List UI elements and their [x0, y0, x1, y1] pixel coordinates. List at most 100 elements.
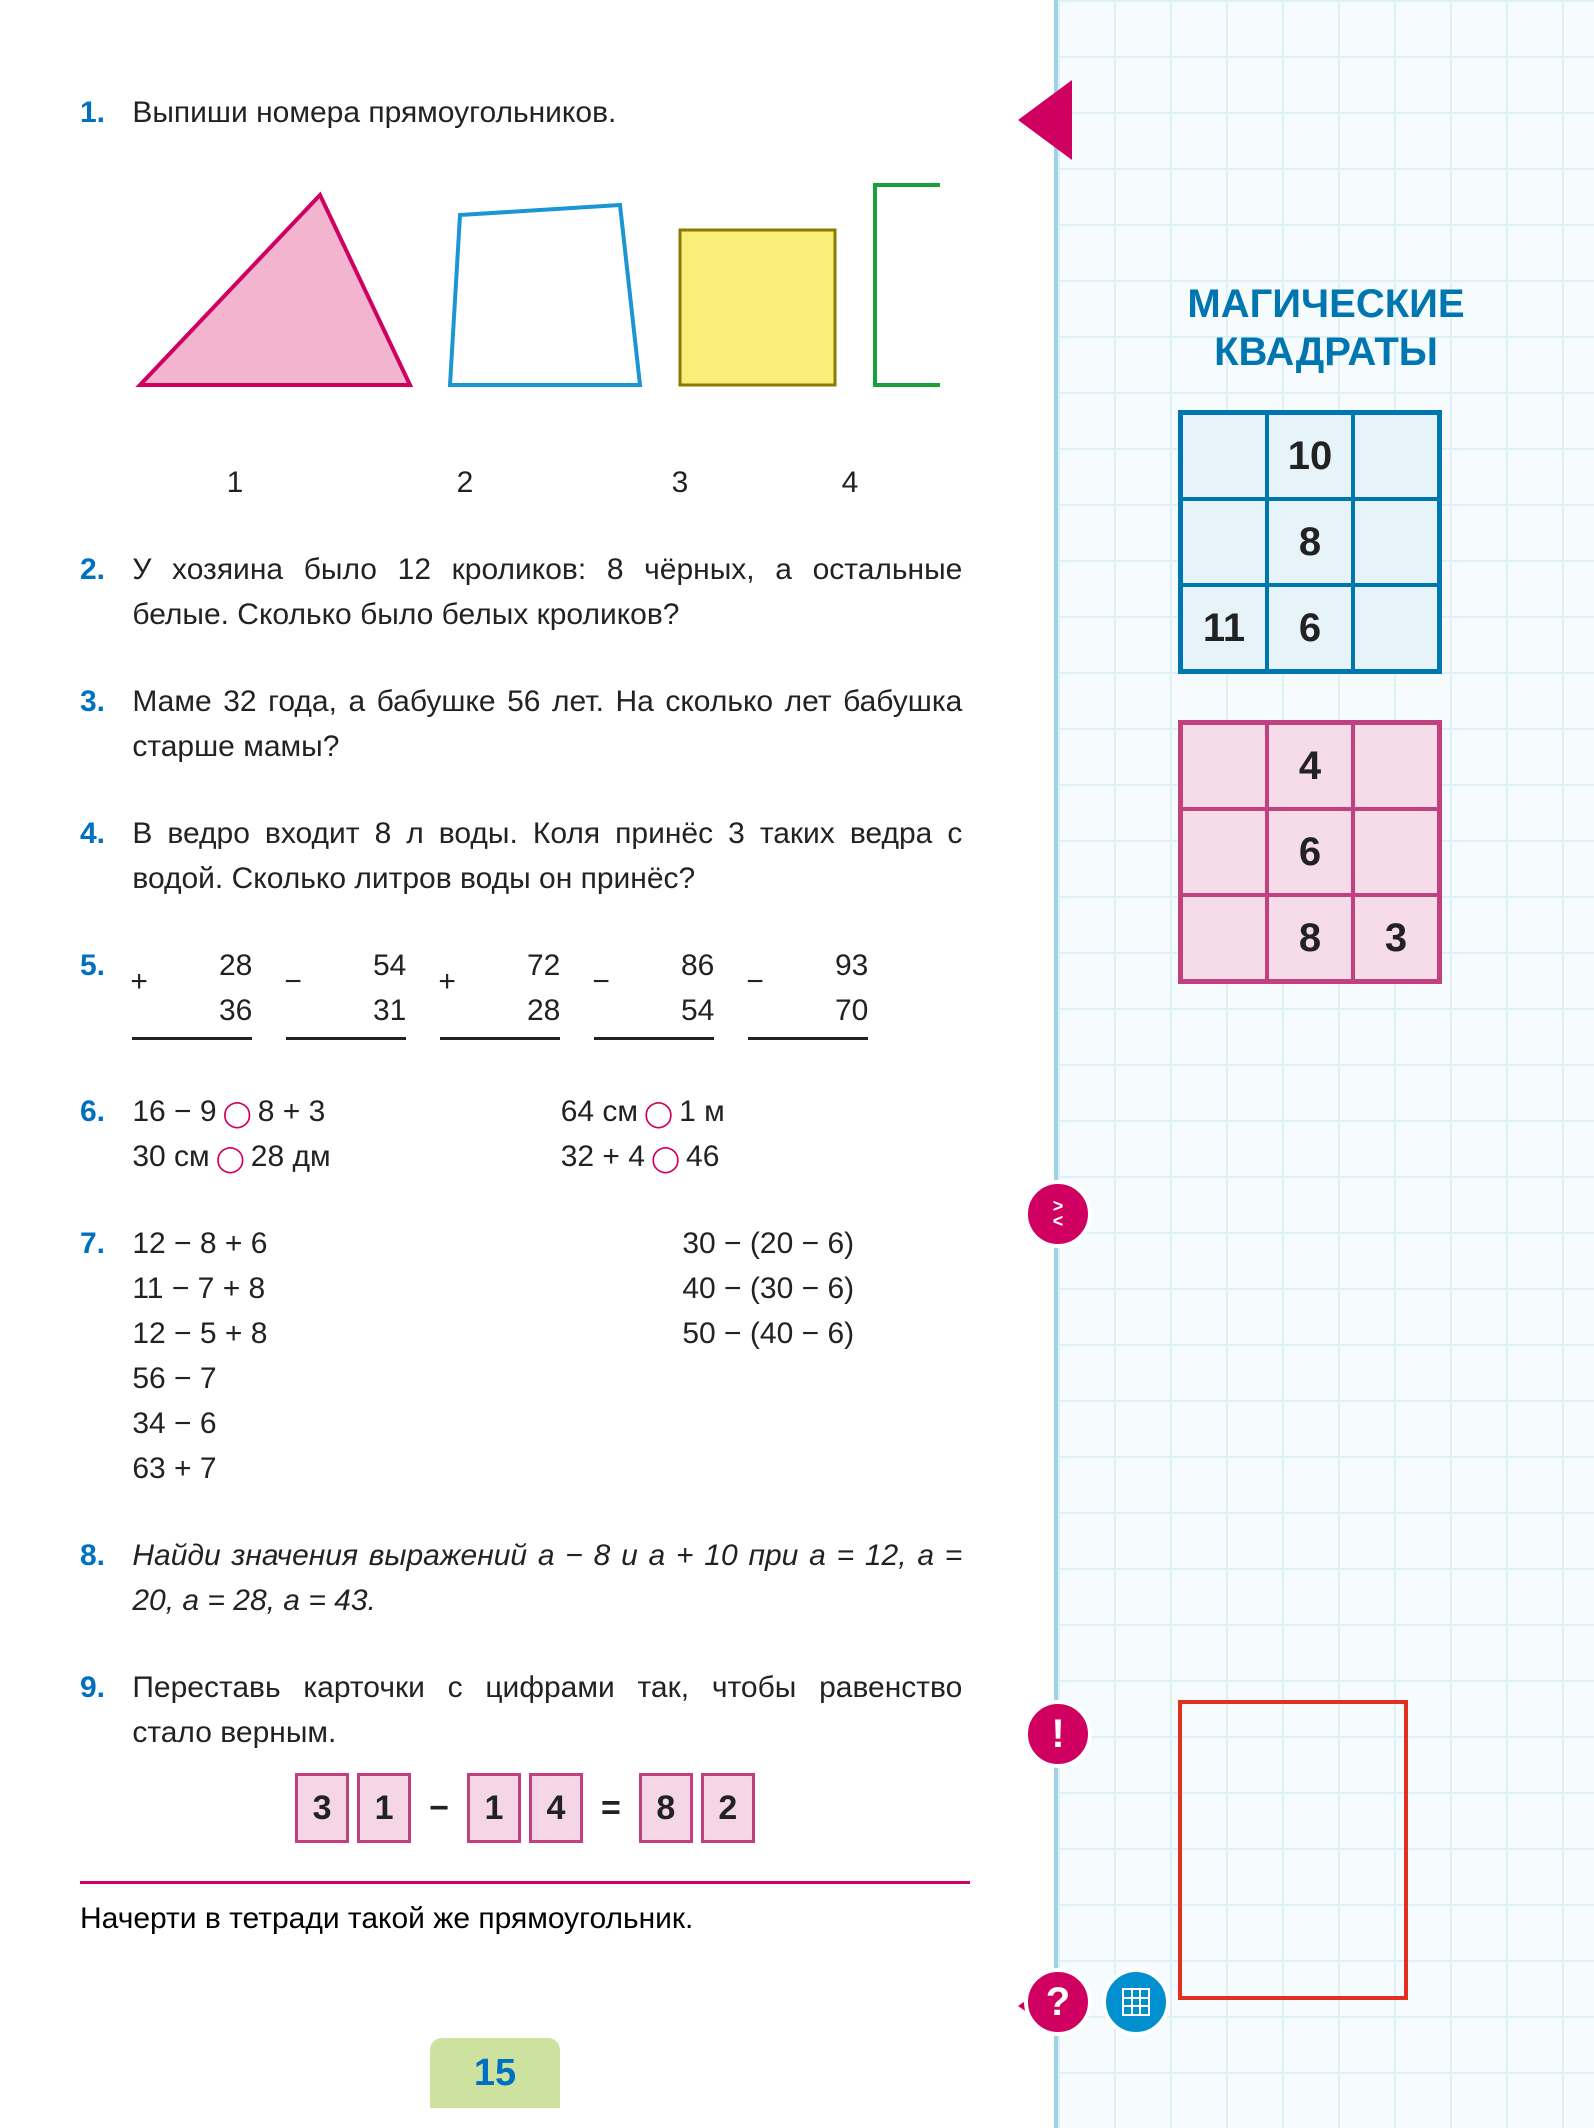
problem-number: 9.	[80, 1665, 124, 1710]
expr: 28 дм	[251, 1140, 331, 1173]
magic-square-1: 108116	[1178, 410, 1442, 674]
problem-3: 3. Маме 32 года, а бабушке 56 лет. На ск…	[80, 679, 970, 769]
expr: 40 − (30 − 6)	[682, 1266, 962, 1311]
magic-cell	[1181, 413, 1267, 499]
problem-text: Маме 32 года, а бабушке 56 лет. На сколь…	[132, 679, 962, 769]
magic-cell: 11	[1181, 585, 1267, 671]
column-arithmetic: −5431	[286, 943, 406, 1047]
digit-card: 3	[295, 1773, 349, 1843]
red-rectangle	[1178, 1700, 1408, 2000]
problem-6: 6. 16 − 9◯8 + 3 30 см◯28 дм 64 см◯1 м 32…	[80, 1089, 970, 1179]
problem-number: 4.	[80, 811, 124, 856]
expr: 34 − 6	[132, 1401, 412, 1446]
expr: 30 см	[132, 1140, 209, 1173]
expr: 32 + 4	[561, 1140, 645, 1173]
problem-text: Найди значения выражений a − 8 и a + 10 …	[132, 1533, 962, 1623]
compare-circle: ◯	[651, 1139, 680, 1178]
p7-col3: 56 − 734 − 663 + 7	[132, 1356, 412, 1491]
problem-5-row: +2836 −5431 +7228 −8654 −9370	[132, 943, 962, 1047]
sidebar: МАГИЧЕСКИЕ КВАДРАТЫ 108116 4683 >< ! ?	[1054, 0, 1594, 2128]
problem-7-body: 12 − 8 + 611 − 7 + 812 − 5 + 8 30 − (20 …	[132, 1221, 962, 1491]
column-arithmetic: −9370	[748, 943, 868, 1047]
problem-number: 5.	[80, 943, 124, 988]
problem-7: 7. 12 − 8 + 611 − 7 + 812 − 5 + 8 30 − (…	[80, 1221, 970, 1491]
magic-cell: 6	[1267, 585, 1353, 671]
digit-card: 1	[467, 1773, 521, 1843]
problem-text: В ведро входит 8 л воды. Коля принёс 3 т…	[132, 811, 962, 901]
bottom-instruction: Начерти в тетради такой же прямоугольник…	[80, 1881, 970, 1936]
problem-5: 5. +2836 −5431 +7228 −8654 −9370	[80, 943, 970, 1047]
expr: 12 − 8 + 6	[132, 1221, 412, 1266]
expr: 8 + 3	[258, 1095, 326, 1128]
magic-cell	[1353, 723, 1439, 809]
sidebar-title: МАГИЧЕСКИЕ КВАДРАТЫ	[1058, 280, 1594, 376]
shapes-svg	[120, 175, 940, 435]
sidebar-title-line2: КВАДРАТЫ	[1058, 328, 1594, 376]
problem-number: 2.	[80, 547, 124, 592]
expr: 64 см	[561, 1095, 638, 1128]
problem-2: 2. У хозяина было 12 кроликов: 8 чёрных,…	[80, 547, 970, 637]
card-operator: −	[429, 1783, 449, 1834]
column-arithmetic: −8654	[594, 943, 714, 1047]
shape-labels: 1 2 3 4	[120, 460, 970, 505]
expr: 50 − (40 − 6)	[682, 1311, 962, 1356]
compare-circle: ◯	[216, 1139, 245, 1178]
digit-card: 2	[701, 1773, 755, 1843]
digit-card: 4	[529, 1773, 583, 1843]
magic-cell	[1353, 413, 1439, 499]
magic-cell: 6	[1267, 809, 1353, 895]
compare-icon: ><	[1024, 1180, 1092, 1248]
magic-cell: 3	[1353, 895, 1439, 981]
magic-cell: 10	[1267, 413, 1353, 499]
column-arithmetic: +2836	[132, 943, 252, 1047]
expr: 11 − 7 + 8	[132, 1266, 412, 1311]
problem-number: 1.	[80, 90, 124, 135]
problem-text: У хозяина было 12 кроликов: 8 чёрных, а …	[132, 547, 962, 637]
p7-col1: 12 − 8 + 611 − 7 + 812 − 5 + 8	[132, 1221, 412, 1356]
p7-col2: 30 − (20 − 6)40 − (30 − 6)50 − (40 − 6)	[682, 1221, 962, 1356]
alert-icon: !	[1024, 1700, 1092, 1768]
problem-number: 6.	[80, 1089, 124, 1134]
expr: 1 м	[679, 1095, 725, 1128]
problem-8: 8. Найди значения выражений a − 8 и a + …	[80, 1533, 970, 1623]
problem-number: 3.	[80, 679, 124, 724]
shape-label-1: 1	[120, 460, 350, 505]
grid-icon	[1102, 1968, 1170, 2036]
problem-text: Переставь карточки с цифрами так, чтобы …	[132, 1665, 962, 1755]
main-content: 1. Выпиши номера прямоугольников. 1 2 3 …	[80, 90, 970, 1936]
expr: 46	[686, 1140, 719, 1173]
magic-cell	[1353, 585, 1439, 671]
problem-4: 4. В ведро входит 8 л воды. Коля принёс …	[80, 811, 970, 901]
page-number-badge: 15	[430, 2038, 560, 2108]
cards-row: 31−14=82	[80, 1773, 970, 1843]
magic-cell: 4	[1267, 723, 1353, 809]
triangle-marker-icon	[1018, 80, 1072, 160]
shape-label-2: 2	[350, 460, 580, 505]
expr: 63 + 7	[132, 1446, 412, 1491]
column-arithmetic: +7228	[440, 943, 560, 1047]
magic-cell	[1181, 723, 1267, 809]
magic-cell	[1181, 895, 1267, 981]
magic-cell	[1353, 809, 1439, 895]
expr: 16 − 9	[132, 1095, 216, 1128]
card-operator: =	[601, 1783, 621, 1834]
expr: 56 − 7	[132, 1356, 412, 1401]
problem-9: 9. Переставь карточки с цифрами так, что…	[80, 1665, 970, 1843]
problem-6-body: 16 − 9◯8 + 3 30 см◯28 дм 64 см◯1 м 32 + …	[132, 1089, 962, 1179]
problem-1: 1. Выпиши номера прямоугольников. 1 2 3 …	[80, 90, 970, 505]
shape-label-3: 3	[580, 460, 780, 505]
magic-cell: 8	[1267, 895, 1353, 981]
digit-card: 1	[357, 1773, 411, 1843]
magic-cell	[1353, 499, 1439, 585]
shape-quadrilateral	[450, 205, 640, 385]
expr: 30 − (20 − 6)	[682, 1221, 962, 1266]
compare-circle: ◯	[223, 1094, 252, 1133]
problem-number: 7.	[80, 1221, 124, 1266]
shape-rectangle	[875, 185, 940, 385]
shape-triangle	[140, 195, 410, 385]
magic-cell	[1181, 809, 1267, 895]
shape-label-4: 4	[780, 460, 920, 505]
magic-cell	[1181, 499, 1267, 585]
shapes-figure: 1 2 3 4	[120, 175, 970, 505]
magic-square-2: 4683	[1178, 720, 1442, 984]
